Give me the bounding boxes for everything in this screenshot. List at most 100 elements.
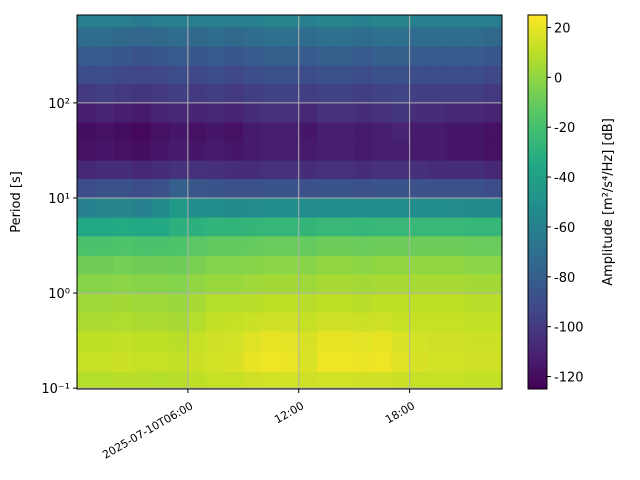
heatmap-cell [391, 371, 411, 390]
heatmap-cell [224, 312, 244, 332]
heatmap-cell [465, 217, 485, 237]
heatmap-cell [298, 273, 318, 294]
heatmap-cell [187, 217, 207, 237]
heatmap-cell [77, 102, 96, 123]
heatmap-cell [77, 217, 96, 237]
heatmap-cell [113, 217, 133, 237]
heatmap-cell [335, 65, 355, 84]
heatmap-cell [169, 312, 189, 332]
heatmap-cell [77, 121, 96, 142]
heatmap-cell [206, 178, 226, 199]
heatmap-cell [372, 197, 392, 218]
heatmap-cell [335, 83, 355, 104]
heatmap-cell [150, 255, 170, 275]
heatmap-cell [113, 350, 133, 372]
heatmap-cell [113, 140, 133, 161]
heatmap-cell [391, 26, 411, 47]
heatmap-cell [298, 160, 318, 180]
heatmap-cell [243, 26, 263, 47]
heatmap-cell [409, 350, 429, 372]
heatmap-cell [187, 65, 207, 84]
heatmap-cell [298, 293, 318, 313]
heatmap-cell [428, 178, 448, 199]
heatmap-cell [113, 273, 133, 294]
heatmap-cell [409, 102, 429, 123]
heatmap-cell [169, 15, 189, 28]
heatmap-cell [187, 15, 207, 28]
heatmap-cell [465, 160, 485, 180]
heatmap-cell [391, 273, 411, 294]
heatmap-cell [409, 83, 429, 104]
heatmap-cell [391, 235, 411, 256]
heatmap-cell [224, 102, 244, 123]
heatmap-cell [243, 217, 263, 237]
heatmap-cell [409, 26, 429, 47]
heatmap-cell [428, 160, 448, 180]
heatmap-cell [391, 102, 411, 123]
heatmap-cell [298, 312, 318, 332]
heatmap-cell [169, 178, 189, 199]
heatmap-cell [243, 140, 263, 161]
heatmap-cell [354, 15, 374, 28]
heatmap-cell [224, 235, 244, 256]
heatmap-cell [280, 121, 300, 142]
heatmap-cell [224, 140, 244, 161]
heatmap-cell [77, 371, 96, 390]
heatmap-cell [243, 293, 263, 313]
heatmap-cell [298, 121, 318, 142]
heatmap-cell [150, 235, 170, 256]
heatmap-cell [224, 255, 244, 275]
heatmap-cell [95, 102, 115, 123]
heatmap-cell [409, 65, 429, 84]
heatmap-cell [317, 235, 337, 256]
heatmap-cell [187, 160, 207, 180]
heatmap-cell [224, 65, 244, 84]
heatmap-cell [150, 26, 170, 47]
heatmap-cell [280, 65, 300, 84]
heatmap-cell [372, 330, 392, 351]
heatmap-cell [335, 350, 355, 372]
heatmap-cell [372, 235, 392, 256]
heatmap-cell [95, 121, 115, 142]
heatmap-cell [335, 255, 355, 275]
heatmap-cell [391, 330, 411, 351]
heatmap-cell [317, 350, 337, 372]
heatmap-cell [446, 65, 466, 84]
heatmap-cell [132, 65, 152, 84]
heatmap-cell [132, 217, 152, 237]
heatmap-cell [372, 45, 392, 66]
heatmap-cell [446, 273, 466, 294]
heatmap-cell [317, 293, 337, 313]
heatmap-cell [243, 65, 263, 84]
heatmap-cell [354, 65, 374, 84]
heatmap-cell [113, 26, 133, 47]
heatmap-cell [113, 235, 133, 256]
heatmap-cell [224, 371, 244, 390]
heatmap-cell [95, 83, 115, 104]
heatmap-cell [113, 83, 133, 104]
heatmap-cell [169, 83, 189, 104]
heatmap-cell [77, 350, 96, 372]
heatmap-cell [317, 102, 337, 123]
heatmap-cell [298, 217, 318, 237]
heatmap-cell [372, 217, 392, 237]
heatmap-cell [391, 255, 411, 275]
heatmap-cell [261, 65, 281, 84]
heatmap-cell [280, 15, 300, 28]
heatmap-cell [206, 140, 226, 161]
heatmap-cell [428, 312, 448, 332]
heatmap-cell [206, 121, 226, 142]
heatmap-cell [446, 83, 466, 104]
heatmap-cell [335, 140, 355, 161]
heatmap-cell [261, 160, 281, 180]
heatmap-cell [113, 102, 133, 123]
heatmap-cell [206, 293, 226, 313]
heatmap-cell [132, 350, 152, 372]
heatmap-cell [77, 235, 96, 256]
heatmap-cell [465, 371, 485, 390]
heatmap-cell [132, 83, 152, 104]
heatmap-cell [428, 197, 448, 218]
heatmap-cell [391, 293, 411, 313]
heatmap-cell [354, 235, 374, 256]
